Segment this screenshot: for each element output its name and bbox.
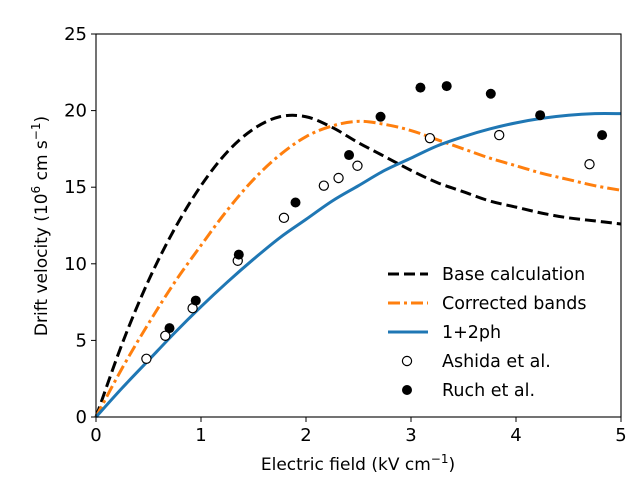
y-tick-label: 10: [64, 254, 87, 275]
data-point-ruch-et-al: [415, 82, 426, 93]
x-axis-label: Electric field (kV cm−1): [261, 452, 455, 475]
y-tick-label: 20: [64, 101, 87, 122]
y-tick-label: 5: [76, 330, 87, 351]
x-tick-label: 4: [510, 425, 521, 446]
series-line-1-2ph: [94, 112, 622, 419]
series-line-base-calculation: [94, 113, 622, 418]
data-point-ruch-et-al: [164, 323, 175, 334]
legend-label-ashida: Ashida et al.: [442, 352, 551, 372]
data-point-ashida-et-al: [318, 180, 330, 191]
x-tick-label: 0: [90, 425, 101, 446]
legend-label-ruch: Ruch et al.: [442, 381, 535, 401]
data-point-ashida-et-al: [424, 132, 436, 144]
y-tick-label: 15: [64, 177, 87, 198]
data-point-ashida-et-al: [494, 129, 505, 141]
axis-ticks-layer: 0 1 2 3 4 5 0 5 10 15 20 25: [64, 24, 627, 446]
data-point-ruch-et-al: [190, 295, 201, 306]
legend-label-1-2ph: 1+2ph: [442, 323, 501, 343]
data-point-ruch-et-al: [441, 81, 452, 92]
x-tick-label: 3: [405, 425, 416, 446]
x-tick-label: 1: [195, 425, 206, 446]
data-point-ashida-et-al: [584, 159, 595, 170]
plot-series-layer: [94, 112, 622, 419]
plot-frame: [95, 33, 622, 418]
y-tick-label: 25: [64, 24, 87, 45]
data-point-ruch-et-al: [597, 130, 608, 141]
data-point-ashida-et-al: [333, 172, 344, 184]
data-point-ruch-et-al: [290, 197, 301, 208]
data-point-ruch-et-al: [375, 111, 386, 122]
x-tick-label: 5: [615, 425, 626, 446]
data-point-ashida-et-al: [278, 212, 290, 224]
legend-marker-ruch: [402, 385, 412, 395]
y-axis-label: Drift velocity (106 cm s−1): [29, 116, 52, 336]
data-point-ruch-et-al: [485, 88, 496, 99]
data-point-ruch-et-al: [344, 150, 355, 161]
series-line-corrected-bands: [94, 119, 622, 418]
legend-label-corrected-bands: Corrected bands: [442, 294, 586, 314]
legend-label-base-calculation: Base calculation: [442, 265, 585, 285]
data-point-ashida-et-al: [141, 353, 152, 364]
y-tick-label: 0: [76, 407, 87, 428]
data-point-ruch-et-al: [535, 110, 546, 121]
data-point-ashida-et-al: [160, 330, 171, 341]
data-point-ruch-et-al: [233, 249, 244, 260]
x-tick-label: 2: [300, 425, 311, 446]
legend: Base calculation Corrected bands 1+2ph A…: [388, 265, 586, 401]
legend-marker-ashida: [401, 355, 413, 367]
plot-markers-layer: [141, 81, 608, 364]
data-point-ashida-et-al: [352, 160, 363, 171]
